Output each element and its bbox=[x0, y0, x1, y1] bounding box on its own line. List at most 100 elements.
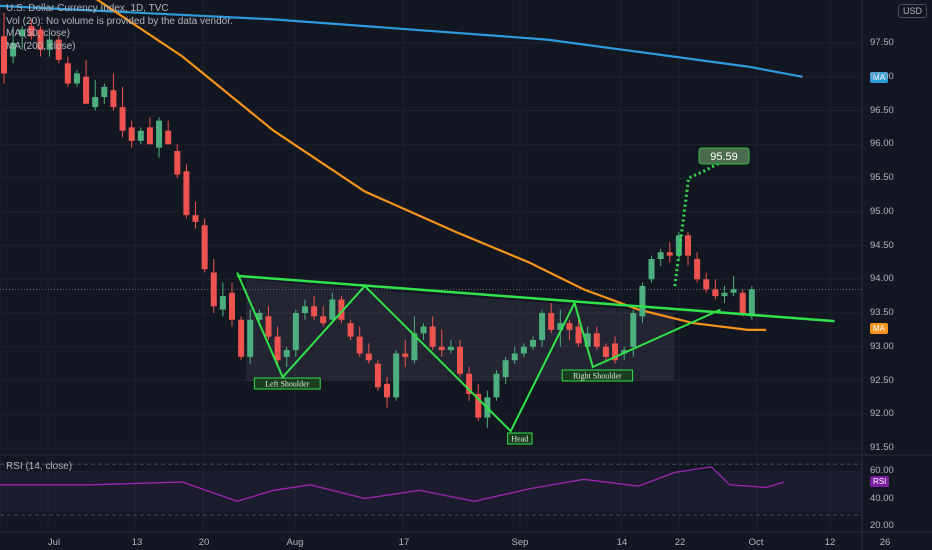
candle-body bbox=[566, 323, 573, 330]
candle-body bbox=[347, 323, 354, 337]
candle-body bbox=[557, 323, 564, 330]
head-label: Head bbox=[507, 432, 533, 445]
candle bbox=[566, 319, 573, 340]
candle bbox=[593, 326, 600, 351]
candle bbox=[165, 120, 172, 145]
time-tick: 17 bbox=[398, 537, 410, 548]
left-shoulder-label-text: Left Shoulder bbox=[265, 380, 310, 389]
candle bbox=[92, 80, 99, 111]
candle-body bbox=[256, 313, 263, 320]
candle-body bbox=[548, 313, 555, 330]
time-tick: 14 bbox=[616, 537, 628, 548]
candle-body bbox=[438, 346, 445, 351]
ma200-line bbox=[0, 4, 803, 78]
candle bbox=[557, 309, 564, 347]
candle bbox=[146, 117, 153, 145]
candle bbox=[666, 242, 673, 263]
pattern-zone bbox=[246, 279, 675, 381]
candle-body bbox=[630, 313, 637, 347]
candle bbox=[475, 383, 482, 421]
candle-body bbox=[292, 313, 299, 351]
candle bbox=[438, 329, 445, 357]
candle bbox=[320, 306, 327, 327]
candle-body bbox=[612, 343, 619, 361]
candle-body bbox=[301, 306, 308, 313]
candle bbox=[292, 309, 299, 357]
candle-body bbox=[584, 333, 591, 347]
price-tick: 93.50 bbox=[870, 307, 894, 318]
currency-label[interactable]: USD bbox=[898, 4, 928, 18]
candle-body bbox=[730, 289, 737, 293]
candle-body bbox=[183, 171, 190, 216]
rsi-tick: 20.00 bbox=[870, 520, 894, 531]
candle-body bbox=[192, 215, 199, 222]
candle-body bbox=[411, 333, 418, 361]
candle bbox=[493, 370, 500, 401]
candle bbox=[274, 326, 281, 364]
candle bbox=[101, 83, 108, 104]
candle bbox=[548, 302, 555, 334]
candle-body bbox=[73, 73, 80, 84]
candle bbox=[329, 292, 336, 324]
time-tick: 13 bbox=[131, 537, 143, 548]
candle-body bbox=[402, 353, 409, 357]
legend-ma200: MA (200, close) bbox=[6, 40, 76, 52]
candle bbox=[703, 272, 710, 293]
candle bbox=[685, 232, 691, 266]
head-and-shoulders-pattern: Left Shoulder Head Right Shoulder 95.59 bbox=[236, 147, 835, 445]
candle-body bbox=[639, 286, 646, 317]
candle-body bbox=[210, 272, 217, 307]
candle-body bbox=[748, 289, 755, 317]
price-tick: 94.00 bbox=[870, 273, 894, 285]
candle-body bbox=[165, 130, 172, 145]
rsi-tick: 60.00 bbox=[870, 465, 894, 476]
candle-body bbox=[329, 299, 336, 320]
candle-body bbox=[137, 130, 144, 141]
rsi-band bbox=[0, 471, 862, 513]
candle-body bbox=[602, 346, 609, 357]
head-label-box bbox=[507, 432, 533, 445]
candle bbox=[393, 350, 400, 401]
candle-body bbox=[356, 336, 363, 354]
candle bbox=[657, 248, 664, 266]
candle bbox=[457, 340, 463, 378]
price-tick: 93.00 bbox=[870, 340, 894, 352]
neckline-zone bbox=[246, 279, 675, 381]
price-tick: 97.50 bbox=[870, 37, 894, 48]
candle bbox=[201, 218, 208, 273]
candle bbox=[64, 56, 71, 87]
time-tick: Aug bbox=[286, 537, 304, 548]
candle-body bbox=[128, 127, 135, 141]
candle bbox=[174, 144, 181, 178]
candle-body bbox=[265, 316, 272, 337]
legend-ma50: MA (50, close) bbox=[6, 28, 70, 39]
candle bbox=[712, 279, 719, 300]
candle bbox=[721, 286, 728, 303]
price-tick: 91.50 bbox=[870, 442, 894, 453]
candle-body bbox=[229, 292, 235, 320]
candle bbox=[694, 252, 701, 283]
rsi-badge: RSI bbox=[870, 476, 890, 487]
candle-body bbox=[110, 90, 117, 108]
candle-body bbox=[666, 252, 673, 256]
candle bbox=[602, 343, 609, 361]
candle bbox=[374, 360, 381, 391]
candle-body bbox=[657, 252, 664, 259]
candle-body bbox=[694, 259, 701, 280]
left-shoulder-label: Left Shoulder bbox=[253, 377, 321, 390]
right-shoulder-label: Right Shoulder bbox=[561, 369, 634, 382]
candle bbox=[411, 316, 418, 364]
candle bbox=[311, 296, 318, 320]
candle-body bbox=[201, 225, 208, 270]
candle bbox=[73, 70, 80, 87]
candle-body bbox=[174, 151, 181, 175]
candle-body bbox=[475, 394, 482, 418]
time-tick: 20 bbox=[198, 537, 210, 548]
candle-body bbox=[529, 340, 536, 347]
candle-body bbox=[575, 326, 582, 344]
ma50-badge: MA bbox=[870, 323, 888, 334]
candle bbox=[502, 356, 509, 384]
candle-body bbox=[219, 296, 226, 310]
candle-body bbox=[1, 36, 7, 74]
